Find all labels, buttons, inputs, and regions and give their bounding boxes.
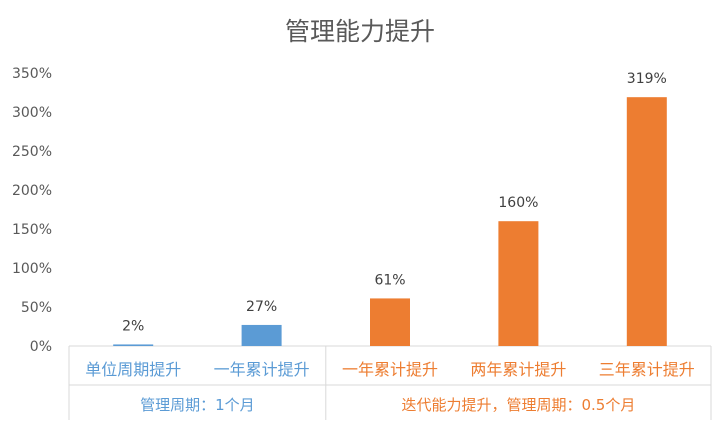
data-label: 27% <box>246 299 277 315</box>
bar <box>626 97 667 347</box>
data-label: 319% <box>627 71 667 87</box>
data-label: 2% <box>122 318 144 334</box>
y-tick-label: 350% <box>12 66 52 82</box>
bar <box>241 324 282 346</box>
data-labels: 2% 27% 61% 160% 319% <box>122 71 667 334</box>
y-tick-label: 50% <box>21 300 52 316</box>
bars <box>113 97 667 347</box>
y-tick-label: 300% <box>12 105 52 121</box>
data-label: 160% <box>498 195 538 211</box>
y-tick-label: 0% <box>30 339 52 355</box>
bar <box>370 298 410 346</box>
y-tick-label: 250% <box>12 144 52 160</box>
y-tick-label: 200% <box>12 183 52 199</box>
category-label: 单位周期提升 <box>85 360 181 379</box>
x-axis-category-labels: 单位周期提升 一年累计提升 一年累计提升 两年累计提升 三年累计提升 <box>85 360 695 379</box>
y-tick-label: 100% <box>12 261 52 277</box>
chart-title: 管理能力提升 <box>285 17 435 46</box>
category-label: 一年累计提升 <box>342 360 438 379</box>
group-label: 管理周期：1个月 <box>140 396 255 414</box>
x-axis-group-labels: 管理周期：1个月 迭代能力提升，管理周期：0.5个月 <box>140 396 635 414</box>
bar <box>113 344 154 346</box>
bar <box>498 221 539 346</box>
category-label: 一年累计提升 <box>214 360 310 379</box>
data-label: 61% <box>374 272 405 288</box>
group-label: 迭代能力提升，管理周期：0.5个月 <box>401 396 635 414</box>
y-tick-label: 150% <box>12 222 52 238</box>
category-label: 两年累计提升 <box>470 360 566 379</box>
category-label: 三年累计提升 <box>599 360 695 379</box>
y-axis-ticks: 0% 50% 100% 150% 200% 250% 300% 350% <box>12 66 52 355</box>
